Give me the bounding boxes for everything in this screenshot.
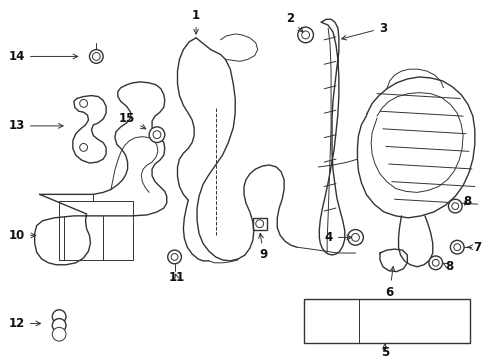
- Text: 12: 12: [9, 317, 41, 330]
- Circle shape: [153, 131, 161, 139]
- Circle shape: [255, 220, 263, 228]
- Text: 10: 10: [9, 229, 36, 242]
- Text: 8: 8: [462, 195, 470, 208]
- Circle shape: [52, 310, 66, 324]
- Text: 14: 14: [8, 50, 78, 63]
- Circle shape: [80, 144, 87, 151]
- Text: 7: 7: [467, 241, 480, 254]
- Text: 6: 6: [385, 267, 394, 299]
- Circle shape: [431, 260, 438, 266]
- Circle shape: [449, 240, 463, 254]
- Text: 13: 13: [9, 120, 63, 132]
- Circle shape: [52, 327, 66, 341]
- Circle shape: [92, 53, 100, 60]
- Bar: [252, 218, 266, 230]
- Circle shape: [447, 199, 461, 213]
- Circle shape: [149, 127, 164, 143]
- Text: 5: 5: [380, 343, 388, 359]
- Circle shape: [451, 203, 458, 210]
- Circle shape: [301, 31, 309, 39]
- Circle shape: [52, 319, 66, 332]
- Text: 9: 9: [258, 233, 267, 261]
- Circle shape: [297, 27, 313, 43]
- Circle shape: [428, 256, 442, 270]
- Circle shape: [347, 230, 363, 245]
- Text: 4: 4: [324, 231, 351, 244]
- Circle shape: [351, 234, 359, 241]
- Circle shape: [80, 99, 87, 107]
- Circle shape: [89, 50, 103, 63]
- Circle shape: [171, 253, 178, 260]
- Text: 8: 8: [442, 260, 453, 273]
- Text: 1: 1: [192, 9, 200, 34]
- Text: 2: 2: [285, 12, 303, 32]
- Circle shape: [453, 244, 460, 251]
- Text: 3: 3: [341, 22, 386, 40]
- Text: 11: 11: [168, 271, 184, 284]
- Bar: [303, 299, 469, 343]
- Circle shape: [167, 250, 181, 264]
- Text: 15: 15: [119, 112, 145, 129]
